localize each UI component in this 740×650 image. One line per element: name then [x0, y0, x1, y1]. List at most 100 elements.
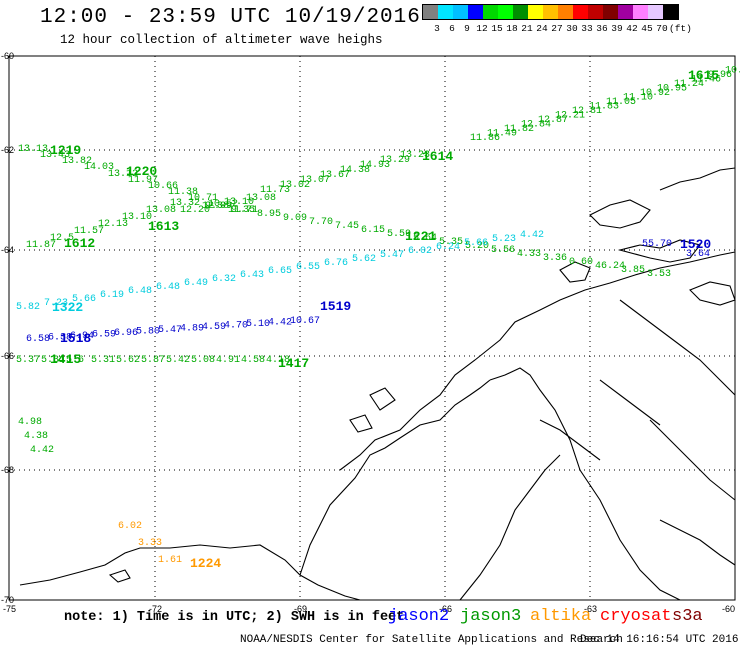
wave-height-reading: 13.02 — [280, 180, 310, 191]
wave-height-reading: 10.95 — [657, 84, 687, 95]
wave-height-reading: 4.58 — [241, 355, 265, 366]
latitude-label: -64 — [1, 245, 14, 255]
wave-height-reading: 6.15 — [361, 225, 385, 236]
wave-height-reading: 5.47 — [158, 325, 182, 336]
wave-height-reading: 0.60 — [569, 257, 593, 268]
longitude-label: -72 — [149, 604, 162, 614]
legend-swatch — [663, 5, 678, 19]
wave-height-reading: 11.73 — [260, 185, 290, 196]
footer-note: note: 1) Time is in UTC; 2) SWH is in fe… — [64, 610, 405, 625]
wave-height-reading: 6.55 — [296, 262, 320, 273]
wave-height-reading: 5.66 — [464, 238, 488, 249]
sat-label-jason2: jason2 — [388, 607, 450, 626]
wave-height-reading: 3.85 — [621, 265, 645, 276]
wave-height-reading: 6.48 — [128, 286, 152, 297]
legend-swatch — [453, 5, 468, 19]
wave-height-reading: 12.84 — [521, 120, 551, 131]
wave-height-reading: 6.24 — [436, 242, 460, 253]
wave-height-reading: 11.71 — [228, 205, 258, 216]
wave-height-reading: 12.81 — [572, 106, 602, 117]
legend-label: 3 — [434, 23, 440, 34]
wave-height-reading: 46.24 — [595, 261, 625, 272]
wave-height-reading: 13.12 — [108, 169, 138, 180]
wave-height-reading: 13.23 — [400, 150, 430, 161]
wave-height-reading: 5.37 — [16, 355, 40, 366]
wave-height-reading: 14.03 — [84, 162, 114, 173]
wave-height-reading: 8.95 — [257, 209, 281, 220]
map-subtitle: 12 hour collection of altimeter wave hei… — [60, 33, 383, 47]
legend-swatch — [648, 5, 663, 19]
wave-height-reading: 11.10 — [623, 93, 653, 104]
longitude-label: -63 — [584, 604, 597, 614]
wave-height-reading: 11.49 — [487, 129, 517, 140]
wave-height-reading: 13.13 — [18, 144, 48, 155]
track-time-label: 1612 — [64, 236, 95, 251]
track-time-label: 1518 — [60, 331, 91, 346]
wave-height-reading: 9.09 — [283, 213, 307, 224]
wave-height-reading: 5.82 — [16, 302, 40, 313]
legend-label: 36 — [596, 23, 608, 34]
wave-height-reading: 4.70 — [224, 321, 248, 332]
legend-swatch — [498, 5, 513, 19]
wave-height-reading: 13.08 — [146, 205, 176, 216]
track-time-label: 1520 — [680, 237, 711, 252]
wave-height-reading: 5.80 — [136, 327, 160, 338]
longitude-label: -69 — [294, 604, 307, 614]
wave-height-reading: 10.94 — [725, 66, 740, 77]
wave-height-reading: 5.42 — [166, 355, 190, 366]
wave-height-reading: 3.36 — [543, 253, 567, 264]
wave-height-reading: 12.13 — [98, 219, 128, 230]
wave-height-reading: 9.96 — [708, 70, 732, 81]
coastline — [19, 167, 736, 601]
wave-height-reading: 5.59 — [387, 229, 411, 240]
legend-swatch — [513, 5, 528, 19]
legend-label: 15 — [491, 23, 503, 34]
wave-height-reading: 6.19 — [100, 290, 124, 301]
longitude-label: -60 — [722, 604, 735, 614]
wave-height-reading: 4.98 — [18, 417, 42, 428]
wave-height-reading: 5.31 — [41, 355, 65, 366]
track-time-label: 1614 — [422, 149, 453, 164]
map-grid — [9, 56, 735, 600]
wave-height-reading: 6.94 — [70, 331, 94, 342]
wave-height-reading: 5.23 — [492, 234, 516, 245]
legend-swatch — [468, 5, 483, 19]
track-time-label: 1219 — [50, 143, 81, 158]
wave-height-reading: 9.35 — [231, 205, 255, 216]
map-title: 12:00 - 23:59 UTC 10/19/2016 — [40, 6, 421, 29]
wave-height-reading: 4.42 — [520, 230, 544, 241]
wave-height-reading: 13.08 — [246, 193, 276, 204]
axis-labels: -60 -62 -64 -66 -68 -70-75 -72 -69 -66 -63 -60 — [1, 51, 735, 614]
wave-height-reading: 13.43 — [40, 150, 70, 161]
legend-label: 12 — [476, 23, 488, 34]
sat-label-jason3: jason3 — [460, 607, 522, 626]
wave-height-reading: 6.96 — [114, 328, 138, 339]
track-time-label: 1224 — [190, 556, 221, 571]
wave-height-reading: 4.42 — [268, 318, 292, 329]
wave-height-reading: 7.70 — [309, 217, 333, 228]
legend-labels: 3 6 9 12 15 18 21 24 27 30 33 36 39 42 45 70 (ft) — [422, 20, 692, 34]
wave-height-reading: 5.47 — [380, 250, 404, 261]
wave-height-reading: 12.09 — [202, 201, 232, 212]
wave-height-reading: 6.02 — [118, 521, 142, 532]
latitude-label: -60 — [1, 51, 14, 61]
longitude-label: -75 — [3, 604, 16, 614]
legend-label: 27 — [551, 23, 563, 34]
wave-height-reading: 6.58 — [26, 334, 50, 345]
wave-height-reading: 4.59 — [202, 322, 226, 333]
footer-credit: NOAA/NESDIS Center for Satellite Applica… — [240, 634, 623, 646]
wave-height-reading: 3.33 — [138, 538, 162, 549]
wave-height-reading: 6.48 — [156, 282, 180, 293]
legend-label: 30 — [566, 23, 578, 34]
wave-height-reading: 10.66 — [148, 181, 178, 192]
legend-swatch — [588, 5, 603, 19]
wave-height-reading: 11.57 — [74, 226, 104, 237]
sat-label-s3a: s3a — [672, 607, 703, 626]
color-legend: 3 6 9 12 15 18 21 24 27 30 33 36 39 42 45 70 (ft) — [422, 4, 692, 34]
legend-swatches — [422, 4, 679, 20]
wave-height-reading: 7.45 — [335, 221, 359, 232]
track-time-label: 1322 — [52, 300, 83, 315]
legend-swatch — [543, 5, 558, 19]
wave-height-reading: 6.38 — [48, 333, 72, 344]
track-time-label: 1221 — [405, 229, 436, 244]
